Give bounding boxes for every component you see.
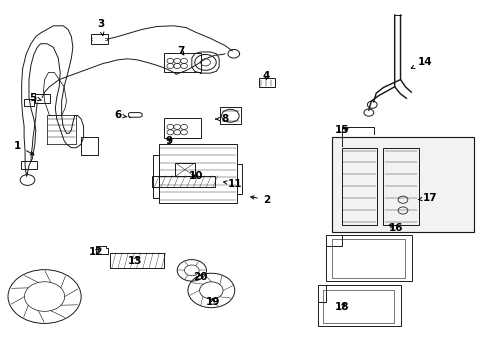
Text: 8: 8 [215, 114, 228, 124]
Text: 7: 7 [177, 46, 184, 56]
Text: 10: 10 [188, 171, 203, 181]
Text: 4: 4 [262, 71, 269, 81]
Text: 16: 16 [387, 224, 402, 233]
Text: 14: 14 [410, 57, 431, 68]
Bar [163, 118, 200, 138]
Bar [175, 163, 194, 176]
Bar [317, 285, 400, 326]
Bar [220, 107, 240, 125]
Bar [24, 99, 34, 107]
Text: 19: 19 [205, 297, 220, 307]
Bar [163, 53, 200, 72]
Text: 2: 2 [250, 195, 269, 205]
Bar [326, 234, 411, 281]
Text: 17: 17 [418, 193, 436, 203]
Text: 20: 20 [193, 272, 207, 282]
Bar [323, 290, 393, 323]
Bar [159, 144, 237, 203]
Bar [331, 137, 473, 232]
Bar [153, 155, 159, 198]
Text: 18: 18 [334, 302, 348, 312]
Bar [35, 94, 50, 103]
Text: 1: 1 [14, 141, 34, 155]
Text: 12: 12 [88, 247, 103, 257]
Text: 13: 13 [127, 256, 142, 266]
Bar [383, 148, 418, 225]
Bar [259, 78, 274, 87]
Text: 11: 11 [223, 179, 242, 189]
Text: 6: 6 [114, 111, 126, 121]
Bar [152, 176, 215, 187]
Bar [91, 34, 108, 44]
Bar [341, 148, 376, 225]
Bar [331, 239, 405, 278]
Text: 5: 5 [29, 93, 41, 103]
Text: 9: 9 [165, 136, 172, 145]
Text: 3: 3 [97, 19, 104, 36]
Bar [110, 253, 163, 268]
Text: 15: 15 [334, 125, 348, 135]
Bar [21, 161, 37, 169]
